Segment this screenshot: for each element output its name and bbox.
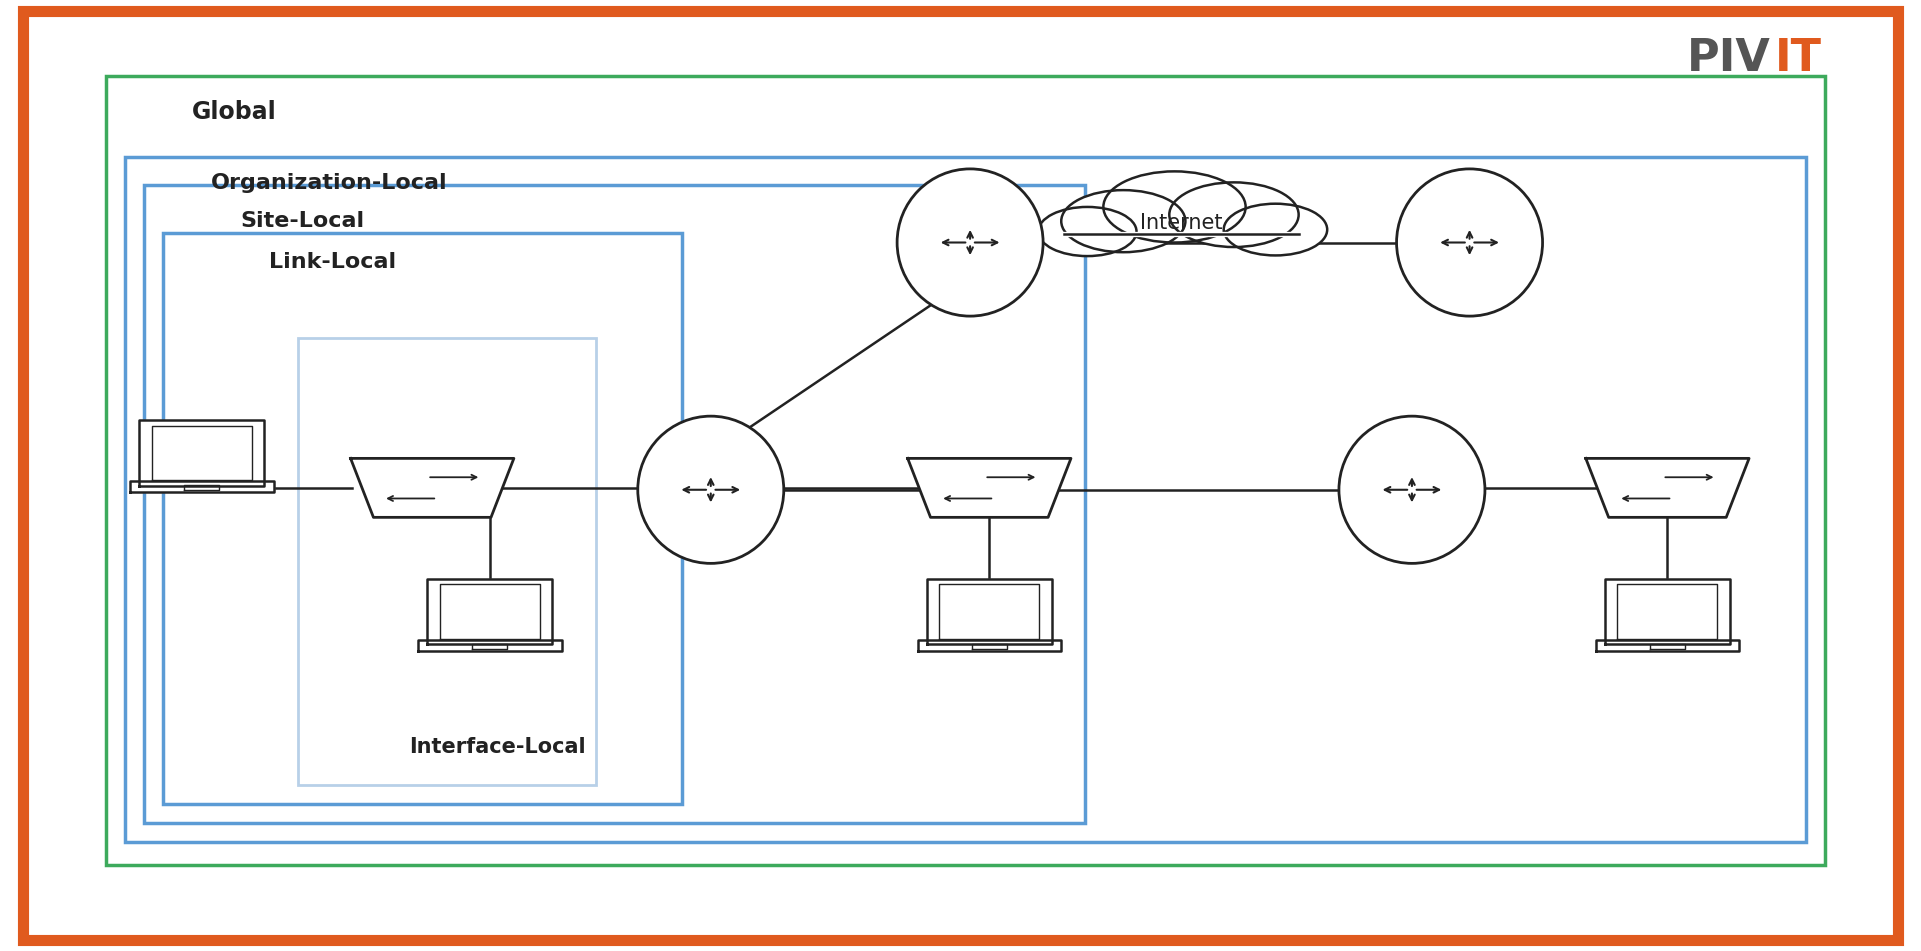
- Polygon shape: [928, 579, 1053, 645]
- Polygon shape: [419, 640, 561, 651]
- Ellipse shape: [1103, 171, 1245, 243]
- Ellipse shape: [1037, 207, 1137, 256]
- Ellipse shape: [1170, 183, 1299, 247]
- Polygon shape: [1587, 458, 1748, 517]
- Text: Interface-Local: Interface-Local: [409, 737, 586, 757]
- Ellipse shape: [1397, 169, 1543, 316]
- Polygon shape: [1606, 579, 1731, 645]
- Polygon shape: [138, 420, 265, 486]
- Ellipse shape: [1224, 204, 1327, 256]
- Ellipse shape: [897, 169, 1043, 316]
- Polygon shape: [907, 458, 1072, 517]
- Ellipse shape: [1339, 417, 1485, 563]
- Polygon shape: [152, 426, 252, 480]
- Polygon shape: [426, 579, 551, 645]
- Polygon shape: [350, 458, 515, 517]
- Text: Site-Local: Site-Local: [240, 211, 365, 231]
- Polygon shape: [131, 481, 273, 493]
- Ellipse shape: [638, 417, 784, 563]
- Polygon shape: [1596, 640, 1739, 651]
- Text: IT: IT: [1775, 37, 1821, 81]
- Text: Global: Global: [192, 100, 277, 124]
- Text: PIV: PIV: [1687, 37, 1771, 81]
- Text: Link-Local: Link-Local: [269, 252, 396, 272]
- Text: Organization-Local: Organization-Local: [211, 173, 448, 193]
- Ellipse shape: [1060, 190, 1185, 252]
- Text: Internet: Internet: [1141, 213, 1222, 234]
- FancyBboxPatch shape: [1064, 218, 1299, 234]
- Polygon shape: [440, 585, 540, 639]
- Polygon shape: [1617, 585, 1717, 639]
- Polygon shape: [939, 585, 1039, 639]
- Polygon shape: [918, 640, 1060, 651]
